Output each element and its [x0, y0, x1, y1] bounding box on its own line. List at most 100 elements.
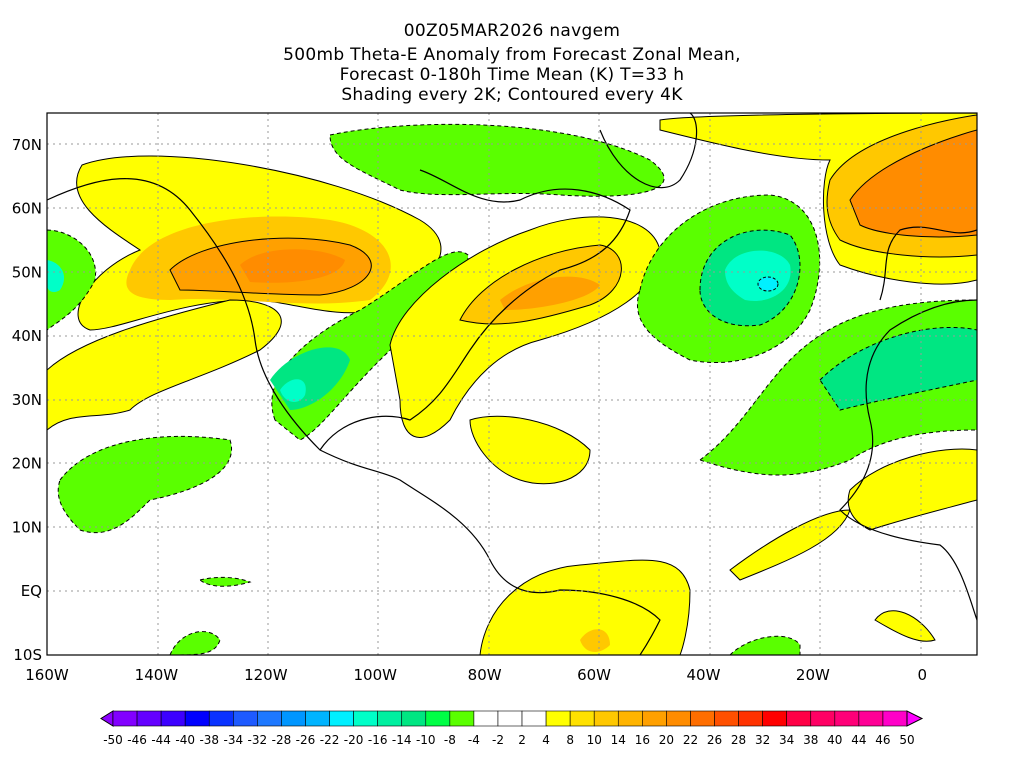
colorbar-box	[329, 710, 354, 727]
cold-anomaly-texas-gulf-core	[280, 379, 306, 402]
colorbar-label: 32	[755, 733, 770, 747]
colorbar-box	[353, 710, 378, 727]
y-tick-label: 10S	[13, 646, 42, 664]
coastline-americas-east	[319, 169, 631, 451]
x-tick-label: 140W	[135, 666, 179, 684]
colorbar-label: -40	[175, 733, 195, 747]
colorbar-label: -10	[416, 733, 436, 747]
colorbar-label: -34	[223, 733, 243, 747]
colorbar-label: -16	[368, 733, 388, 747]
colorbar-over-triangle	[906, 710, 924, 727]
colorbar-label: 44	[851, 733, 866, 747]
colorbar-box	[257, 710, 282, 727]
colorbar-label: -8	[444, 733, 456, 747]
warm-anomaly-eastern-canada-core	[500, 276, 600, 310]
colorbar-label: 8	[566, 733, 574, 747]
warm-anomaly-south-america	[479, 559, 691, 655]
warm-anomaly-subtropical-pacific	[47, 299, 282, 431]
coastlines	[47, 113, 977, 655]
coastline-europe	[879, 226, 977, 301]
cold-anomaly-subtropical-atlantic-core	[819, 327, 977, 411]
colorbar-under-triangle	[100, 710, 114, 727]
colorbar-label: -46	[127, 733, 147, 747]
title-line-2: 500mb Theta-E Anomaly from Forecast Zona…	[283, 45, 741, 65]
colorbar-label: 50	[899, 733, 914, 747]
colorbar-box	[281, 710, 306, 727]
colorbar-label: 46	[875, 733, 890, 747]
colorbar-label: 20	[659, 733, 674, 747]
colorbar-box	[136, 710, 162, 727]
colorbar-label: 40	[827, 733, 842, 747]
colorbar-label: -2	[492, 733, 504, 747]
colorbar-box	[882, 710, 908, 727]
y-tick-label: 40N	[12, 327, 42, 345]
colorbar-label: 2	[518, 733, 526, 747]
title-line-3: Forecast 0-180h Time Mean (K) T=33 h	[339, 65, 685, 85]
y-tick-label: 60N	[12, 200, 42, 218]
colorbar-label: -4	[468, 733, 480, 747]
colorbar-label: 26	[707, 733, 722, 747]
colorbar-label: 28	[731, 733, 746, 747]
warm-anomaly-caribbean	[469, 415, 591, 485]
x-tick-label: 80W	[468, 666, 502, 684]
colorbar-label: 38	[803, 733, 818, 747]
colorbar-box	[834, 710, 860, 727]
colorbar-box	[593, 710, 619, 727]
colorbar-box	[521, 710, 547, 727]
colorbar-box	[377, 710, 403, 727]
warm-anomaly-pacific-core	[240, 249, 345, 283]
colorbar-box	[449, 710, 475, 727]
colorbar-box	[233, 710, 258, 727]
y-tick-label: 30N	[12, 391, 42, 409]
colorbar-label: 16	[635, 733, 650, 747]
cold-anomaly-equatorial-pacific	[198, 576, 252, 587]
colorbar-box	[786, 710, 812, 727]
y-tick-label: 20N	[12, 455, 42, 473]
colorbar-box	[208, 710, 234, 727]
coastline-americas-west	[47, 178, 661, 655]
coastline-africa	[839, 299, 977, 621]
x-tick-label: 40W	[687, 666, 721, 684]
colorbar-label: -22	[320, 733, 340, 747]
colorbar-box	[738, 710, 763, 727]
colorbar-box	[473, 710, 499, 727]
y-tick-label: 10N	[12, 518, 42, 536]
colorbar-label: -44	[151, 733, 171, 747]
colorbar-box	[858, 710, 884, 727]
x-tick-label: 120W	[244, 666, 288, 684]
title-line-4: Shading every 2K; Contoured every 4K	[341, 85, 683, 105]
colorbar-label: -26	[296, 733, 316, 747]
cold-anomaly-arctic-canada	[329, 123, 665, 197]
colorbar-label: -32	[248, 733, 268, 747]
colorbar-box	[497, 710, 523, 727]
colorbar-label: 4	[542, 733, 550, 747]
colorbar-box	[617, 710, 643, 727]
colorbar-box	[810, 710, 836, 727]
colorbar-label: 10	[587, 733, 602, 747]
y-tick-label: EQ	[21, 582, 42, 600]
colorbar-label: -28	[272, 733, 292, 747]
anomaly-shading	[47, 113, 977, 655]
x-tick-label: 20W	[796, 666, 830, 684]
colorbar-box	[545, 710, 571, 727]
colorbar-label: -50	[103, 733, 123, 747]
plot-frame	[46, 112, 978, 656]
x-tick-label: 100W	[354, 666, 398, 684]
colorbar-label: 14	[611, 733, 626, 747]
colorbar-box	[690, 710, 715, 727]
cold-anomaly-west-edge	[47, 229, 96, 331]
colorbar-box	[305, 710, 330, 727]
colorbar-box	[425, 710, 451, 727]
colorbar-label: -14	[392, 733, 412, 747]
x-axis-ticks: 160W 140W 120W 100W 80W 60W 40W 20W 0	[25, 666, 927, 684]
x-tick-label: 60W	[577, 666, 611, 684]
colorbar-box	[666, 710, 691, 727]
title-line-1: 00Z05MAR2026 navgem	[403, 21, 621, 41]
cold-anomaly-west-edge-core	[47, 260, 65, 293]
cold-anomaly-tropical-pacific	[57, 435, 232, 534]
coastline-greenland	[599, 113, 698, 189]
y-axis-ticks: 70N 60N 50N 40N 30N 20N 10N EQ 10S	[12, 136, 42, 664]
warm-anomaly-gulf-of-guinea	[874, 610, 936, 642]
colorbar-box	[569, 710, 595, 727]
